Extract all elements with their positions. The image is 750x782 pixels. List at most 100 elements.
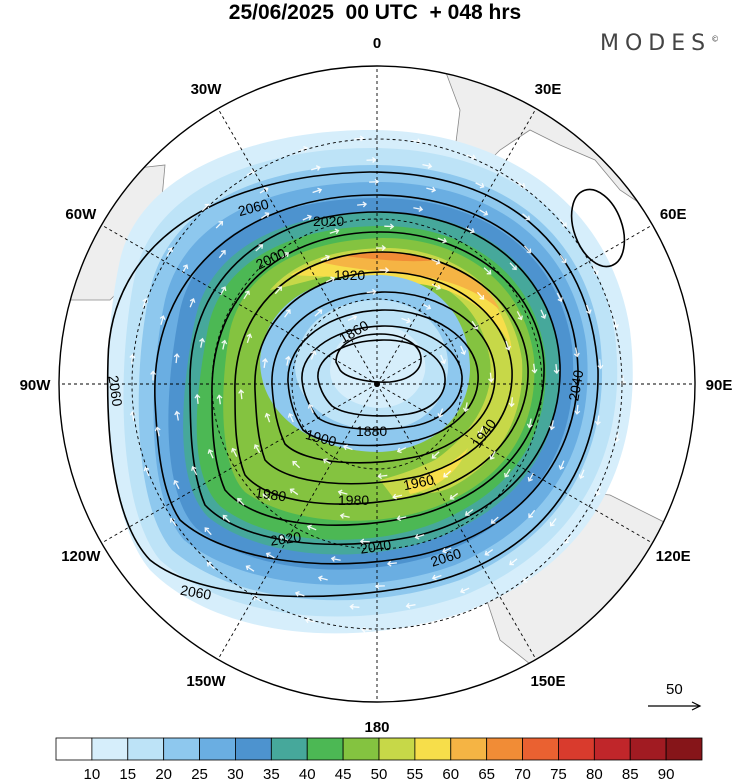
contour-label-2060c: 2060	[179, 582, 213, 603]
colorbar-tick-label: 35	[263, 766, 280, 782]
colorbar-swatch	[199, 737, 236, 761]
wind-arrow	[337, 489, 348, 496]
wind-arrow	[505, 340, 511, 351]
wind-arrow	[252, 595, 262, 602]
wind-arrow	[354, 135, 365, 142]
wind-arrow	[246, 169, 256, 176]
wind-arrow	[243, 290, 250, 300]
wind-arrow	[201, 203, 210, 212]
wind-arrow	[426, 186, 437, 193]
wind-arrow	[317, 575, 328, 582]
longitude-label: 30W	[191, 81, 223, 98]
wind-arrow	[287, 412, 294, 423]
contour-1980	[234, 251, 529, 505]
wind-arrow	[166, 247, 173, 257]
wind-arrow	[479, 209, 489, 216]
wind-arrow	[466, 154, 477, 161]
wind-arrow	[379, 267, 390, 274]
wind-arrow	[366, 288, 377, 295]
colorbar-tick-label: 15	[119, 766, 136, 782]
contour-label-2060b: 2060	[105, 374, 125, 407]
wind-arrow	[322, 458, 332, 465]
contour-1940	[271, 291, 496, 464]
wind-arrow	[443, 470, 452, 478]
wind-arrow	[376, 244, 387, 251]
wind-arrow	[150, 370, 157, 381]
colorbar-swatch	[450, 737, 488, 761]
wind-arrow	[218, 249, 226, 259]
wind-arrow	[540, 309, 547, 319]
wind-arrow	[221, 339, 228, 350]
wind-arrow	[369, 178, 380, 185]
wind-arrow	[253, 444, 261, 454]
wind-arrow	[526, 418, 533, 429]
wind-arrow	[259, 187, 269, 194]
wind-arrow	[199, 337, 205, 348]
wind-arrow	[559, 219, 567, 228]
contour-2060	[106, 171, 599, 598]
colorbar-tick-label: 40	[299, 766, 316, 782]
wind-arrow	[509, 262, 517, 271]
colorbar-tick-label: 45	[335, 766, 352, 782]
longitude-labels: 0 30E 60E 90E 120E 150E 180 150W 120W 90W 60W 30W	[20, 35, 733, 736]
contour-label-1880: 1880	[356, 423, 387, 439]
meridian-line	[217, 108, 378, 385]
longitude-label: 120W	[61, 548, 101, 565]
longitude-label: 150W	[186, 673, 226, 690]
meridian-line	[376, 383, 653, 544]
contour-labels: 1860 1880 1900 1920 1940 1960 1980 1980 …	[105, 196, 586, 603]
wind-arrow	[129, 353, 136, 364]
contour-1920	[287, 309, 479, 447]
wind-arrow	[343, 444, 353, 451]
wind-arrow	[522, 575, 531, 583]
wind-arrow	[154, 426, 161, 437]
wind-arrow	[194, 393, 201, 404]
colorbar-tick-label: 70	[514, 766, 531, 782]
wind-arrow	[289, 488, 299, 496]
colorbar-swatch	[55, 737, 93, 761]
wind-arrow	[302, 214, 312, 221]
wind-arrow	[476, 291, 485, 300]
wind-arrow	[384, 223, 395, 230]
contour-1860	[335, 333, 422, 383]
wind-arrow	[349, 603, 360, 610]
wind-arrow	[620, 375, 627, 386]
contour-label-2040: 2040	[565, 368, 586, 402]
wind-arrow	[531, 363, 538, 374]
wind-arrow	[483, 267, 492, 275]
wind-arrow	[246, 333, 253, 344]
wind-arrow	[360, 626, 371, 633]
contour-label-2060: 2060	[236, 196, 270, 220]
wind-arrow	[508, 397, 515, 408]
wind-arrow	[216, 394, 223, 405]
wind-arrow	[516, 311, 523, 321]
wind-arrow	[585, 304, 592, 315]
wind-arrow	[159, 315, 166, 326]
wind-arrow	[173, 353, 180, 364]
wind-arrow	[329, 228, 340, 235]
wind-arrow	[262, 493, 271, 501]
longitude-label: 180	[364, 719, 389, 736]
colorbar-tick-label: 80	[586, 766, 603, 782]
wind-arrow	[422, 303, 432, 310]
colorbar-tick-label: 90	[658, 766, 675, 782]
wind-arrow	[411, 138, 422, 145]
colorbar-tick-label: 50	[371, 766, 388, 782]
contour-label-2020: 2020	[313, 213, 344, 229]
wind-arrow	[339, 512, 350, 519]
wind-arrow	[437, 237, 448, 244]
wind-arrow	[437, 408, 444, 418]
longitude-label: 90W	[20, 377, 52, 394]
colorbar-swatch	[629, 737, 667, 761]
wind-arrow	[472, 605, 483, 612]
wind-arrow	[464, 509, 474, 516]
wind-arrow	[564, 535, 572, 544]
meridian-line	[376, 383, 537, 660]
wind-arrow	[292, 460, 301, 469]
longitude-label: 90E	[706, 377, 733, 394]
wind-arrow	[347, 314, 358, 321]
wind-arrow	[595, 486, 602, 497]
map-border	[58, 65, 696, 703]
wind-arrow	[359, 538, 370, 545]
